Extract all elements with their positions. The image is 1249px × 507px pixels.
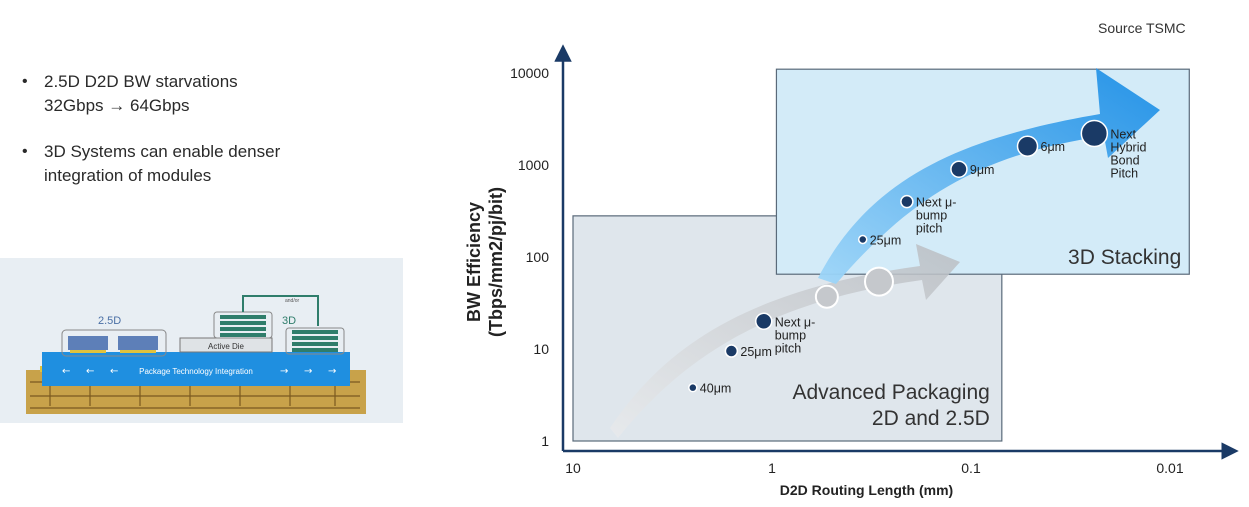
point-label: pitch	[775, 341, 801, 355]
y-tick-label: 10	[533, 341, 549, 357]
svg-text:→: →	[280, 366, 288, 377]
data-point	[1080, 119, 1109, 148]
point-label: 6μm	[1041, 140, 1066, 154]
bullet-line: 2.5D D2D BW starvations	[44, 72, 238, 91]
region-label: Advanced Packaging	[793, 381, 990, 404]
data-point	[900, 194, 914, 209]
trend-arrow-3d	[818, 68, 1160, 284]
bullet-line: 32Gbps → 64Gbps	[44, 96, 190, 115]
package-diagram-svg: Package Technology Integration ← ← ← → → → 2…	[26, 295, 366, 414]
region-label: 2D and 2.5D	[872, 407, 990, 430]
label-andor: and/or	[285, 298, 300, 304]
data-point	[755, 312, 773, 331]
active-die-label: Active Die	[208, 342, 245, 351]
substrate-label: Package Technology Integration	[139, 367, 253, 376]
y-tick-label: 1	[541, 433, 549, 449]
svg-text:←: ←	[86, 366, 94, 377]
point-label: 25μm	[740, 345, 772, 359]
data-point	[724, 344, 739, 358]
y-axis-label: (Tbps/mm2/pj/bit)	[486, 187, 506, 337]
point-label: Hybrid	[1110, 140, 1146, 154]
stack-3d-outline	[285, 327, 345, 355]
data-point	[1016, 135, 1039, 157]
package-diagram: Package Technology Integration ← ← ← → → → 2…	[0, 258, 403, 423]
package-substrate	[42, 352, 350, 386]
svg-text:→: →	[304, 366, 312, 377]
svg-text:→: →	[328, 366, 336, 377]
svg-text:←: ←	[62, 366, 70, 377]
point-label: bump	[775, 328, 806, 342]
y-tick-label: 1000	[518, 157, 549, 173]
y-tick-label: 10000	[510, 65, 549, 81]
point-label: Next μ-	[916, 196, 957, 210]
arrow-icons: ← ← ← → → →	[62, 366, 336, 377]
point-label: bump	[916, 209, 947, 223]
x-tick-label: 0.01	[1156, 460, 1183, 476]
die-2-5d	[68, 336, 108, 350]
point-label: Next μ-	[775, 315, 816, 329]
svg-text:←: ←	[110, 366, 118, 377]
bullet-line: integration of modules	[44, 166, 212, 185]
region-label: 3D Stacking	[1068, 246, 1181, 269]
data-point	[950, 160, 968, 178]
connector-line	[242, 295, 319, 326]
y-axis-label: BW Efficiency	[464, 202, 484, 322]
x-tick-label: 0.1	[961, 460, 981, 476]
bullet-list: • 2.5D D2D BW starvations 32Gbps → 64Gbp…	[22, 70, 402, 210]
source-label: Source TSMC	[1098, 20, 1186, 36]
point-label: Pitch	[1110, 166, 1138, 180]
point-label: pitch	[916, 222, 942, 236]
y-tick-label: 100	[526, 249, 550, 265]
point-label: Bond	[1110, 153, 1139, 167]
die-2-5d	[118, 336, 158, 350]
data-point	[857, 234, 868, 245]
bullet-dot-icon: •	[22, 73, 28, 90]
stack-3d-dies	[220, 315, 266, 337]
point-label: Next	[1110, 127, 1136, 141]
bullet-item: • 3D Systems can enable denser integrati…	[22, 140, 402, 188]
x-axis-label: D2D Routing Length (mm)	[780, 482, 953, 498]
point-label: 25μm	[870, 233, 902, 247]
bullet-dot-icon: •	[22, 143, 28, 160]
bullet-line: 3D Systems can enable denser	[44, 142, 281, 161]
x-tick-label: 1	[768, 460, 776, 476]
bullet-item: • 2.5D D2D BW starvations 32Gbps → 64Gbp…	[22, 70, 402, 118]
data-point	[814, 284, 839, 309]
label-3d: 3D	[282, 315, 296, 327]
trend-arrow-2d	[610, 244, 960, 438]
bw-efficiency-chart: 1 10 100 1000 10000 10 1 0.1 0.01 D2D Routing Len…	[464, 44, 1239, 498]
group-2-5d-outline	[61, 329, 167, 357]
data-point	[863, 266, 894, 297]
data-point	[688, 382, 698, 393]
point-label: 40μm	[700, 382, 732, 396]
point-label: 9μm	[970, 163, 995, 177]
trend-arrows	[610, 68, 1160, 438]
x-tick-label: 10	[565, 460, 581, 476]
label-2-5d: 2.5D	[98, 315, 121, 327]
